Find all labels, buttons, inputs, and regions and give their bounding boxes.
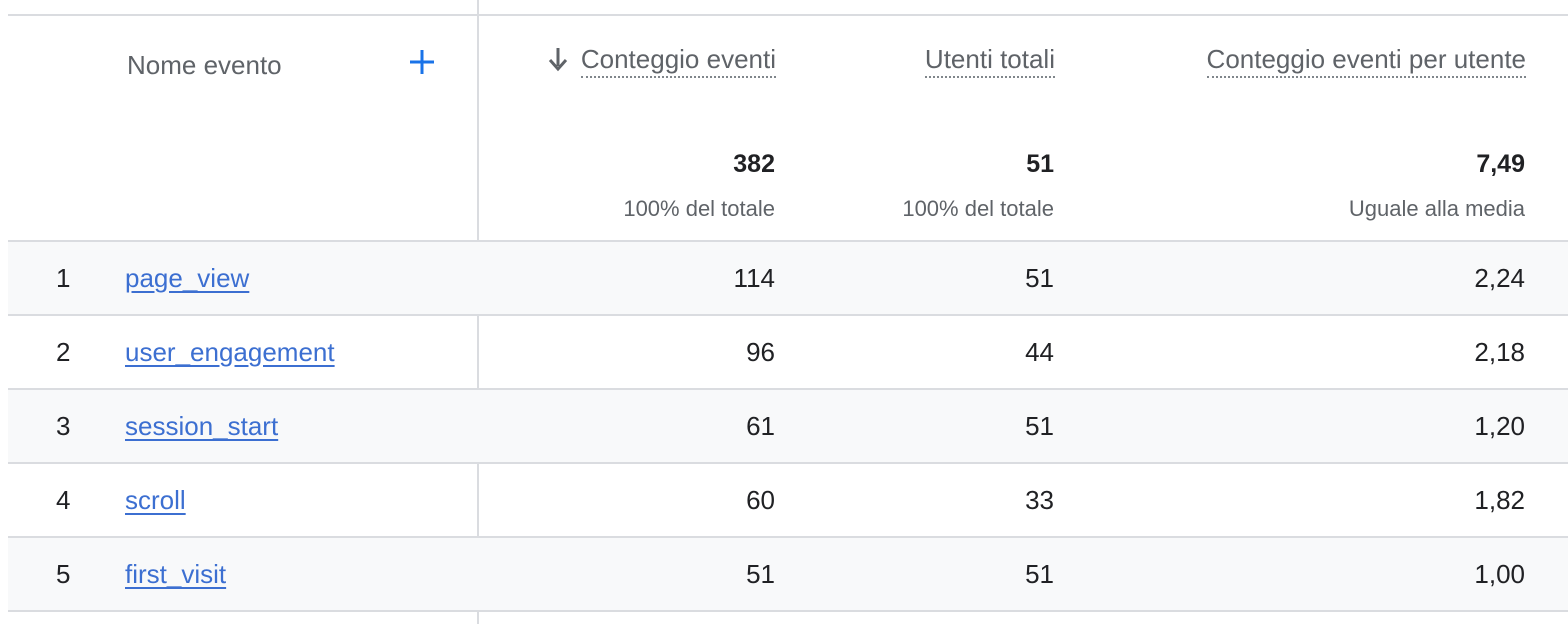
- event-count-cell: 114: [733, 263, 775, 293]
- event-count-cell: 96: [746, 337, 775, 367]
- table-row: 1 page_view 114 51 2,24: [8, 242, 1568, 314]
- table-row: 4 scroll 60 33 1,82: [8, 464, 1568, 536]
- table-bottom-border: [8, 610, 1568, 612]
- event-name-link[interactable]: scroll: [125, 485, 186, 515]
- total-events-per-user: 7,49: [1476, 150, 1525, 178]
- table-row: 2 user_engagement 96 44 2,18: [8, 316, 1568, 388]
- column-header-total-users-label: Utenti totali: [924, 44, 1055, 78]
- table-row: 3 session_start 61 51 1,20: [8, 390, 1568, 462]
- total-users: 51: [1026, 150, 1054, 178]
- total-users-cell: 51: [1025, 411, 1054, 441]
- total-users-cell: 51: [1025, 559, 1054, 589]
- table-top-border: [8, 14, 1568, 16]
- event-name-link[interactable]: user_engagement: [125, 337, 335, 367]
- events-per-user-cell: 2,18: [1474, 337, 1525, 367]
- column-divider: [477, 16, 479, 624]
- column-header-events-per-user[interactable]: Conteggio eventi per utente: [1206, 44, 1526, 78]
- total-events-per-user-sub: Uguale alla media: [1348, 196, 1525, 221]
- events-per-user-cell: 1,20: [1474, 411, 1525, 441]
- row-index: 1: [56, 263, 71, 293]
- column-header-events-per-user-label: Conteggio eventi per utente: [1206, 44, 1526, 78]
- events-per-user-cell: 2,24: [1474, 263, 1525, 293]
- events-per-user-cell: 1,00: [1474, 559, 1525, 589]
- event-count-cell: 61: [746, 411, 775, 441]
- plus-icon[interactable]: [408, 48, 436, 76]
- arrow-down-icon: [548, 48, 567, 72]
- event-name-link[interactable]: session_start: [125, 411, 279, 441]
- row-index: 4: [56, 485, 71, 515]
- header-bottom-border: [8, 240, 1568, 242]
- column-header-event-name: Nome evento: [127, 50, 282, 80]
- row-index: 2: [56, 337, 71, 367]
- events-table: Nome evento Conteggio eventi Utenti tota…: [8, 0, 1568, 624]
- table-header: Nome evento Conteggio eventi Utenti tota…: [8, 16, 1568, 240]
- column-header-event-count-label: Conteggio eventi: [580, 44, 776, 78]
- events-per-user-cell: 1,82: [1474, 485, 1525, 515]
- row-divider: [8, 536, 1568, 538]
- column-header-total-users[interactable]: Utenti totali: [924, 44, 1055, 78]
- event-count-cell: 51: [746, 559, 775, 589]
- row-divider: [8, 388, 1568, 390]
- total-users-cell: 33: [1025, 485, 1054, 515]
- row-index: 5: [56, 559, 71, 589]
- column-divider-top: [477, 0, 479, 14]
- total-users-cell: 51: [1025, 263, 1054, 293]
- table-row: 5 first_visit 51 51 1,00: [8, 538, 1568, 610]
- event-name-link[interactable]: first_visit: [125, 559, 227, 589]
- row-divider: [8, 314, 1568, 316]
- row-divider: [8, 462, 1568, 464]
- event-count-cell: 60: [746, 485, 775, 515]
- row-index: 3: [56, 411, 71, 441]
- total-event-count: 382: [733, 150, 775, 178]
- event-name-link[interactable]: page_view: [125, 263, 250, 293]
- column-header-event-count[interactable]: Conteggio eventi: [547, 44, 776, 78]
- total-event-count-sub: 100% del totale: [623, 196, 775, 221]
- total-users-cell: 44: [1025, 337, 1054, 367]
- total-users-sub: 100% del totale: [902, 196, 1054, 221]
